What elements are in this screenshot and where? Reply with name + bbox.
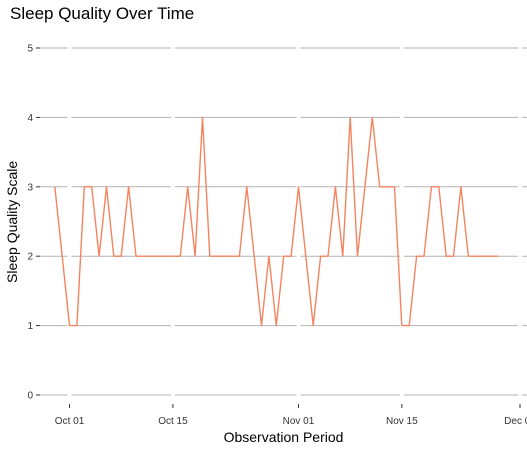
y-tick-label: 1 <box>27 321 33 332</box>
x-tick-label: Nov 15 <box>386 416 418 427</box>
x-tick-label: Oct 01 <box>55 416 85 427</box>
y-tick-label: 3 <box>27 182 33 193</box>
x-axis-label: Observation Period <box>223 429 344 445</box>
x-tick-label: Nov 01 <box>283 416 315 427</box>
y-tick-label: 5 <box>27 44 33 55</box>
y-tick-label: 0 <box>27 391 33 402</box>
series-line <box>54 116 498 327</box>
x-tick-label: Dec 01 <box>504 416 527 427</box>
y-tick-label: 2 <box>27 252 33 263</box>
chart-title: Sleep Quality Over Time <box>10 4 195 23</box>
x-tick-label: Oct 15 <box>158 416 188 427</box>
y-tick-label: 4 <box>27 113 33 124</box>
